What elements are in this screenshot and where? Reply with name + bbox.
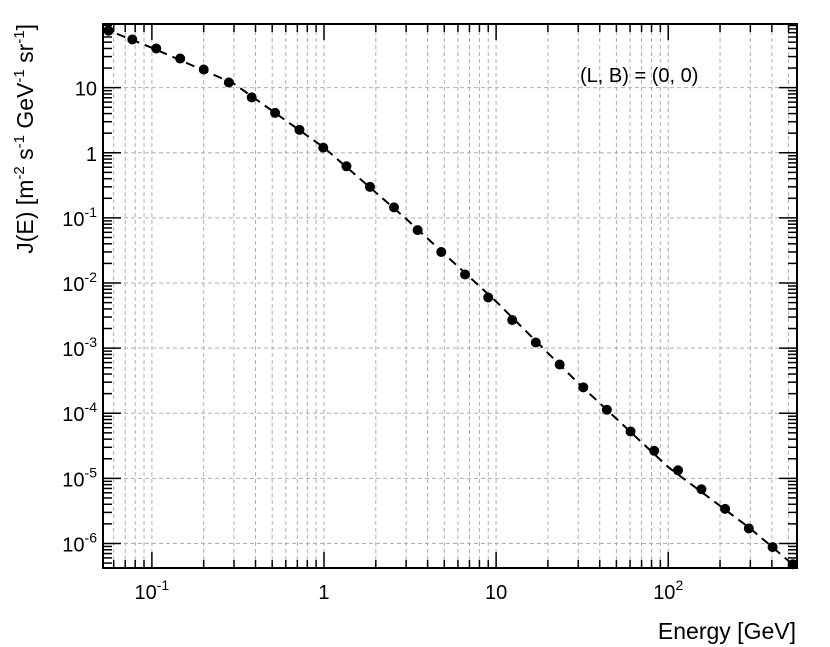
data-point (578, 382, 589, 393)
y-tick-label: 10-3 (62, 334, 97, 361)
data-point (460, 269, 471, 280)
y-tick-label: 10-2 (62, 269, 97, 296)
region-annotation: (L, B) = (0, 0) (580, 65, 698, 87)
x-tick-label: 102 (653, 577, 683, 604)
data-point (223, 77, 234, 88)
y-tick-label: 10-5 (62, 464, 97, 491)
data-point (601, 404, 612, 415)
data-point (530, 337, 541, 348)
x-tick-labels: 10-1 1 10 102 (135, 577, 684, 604)
data-point (649, 445, 660, 456)
data-point (787, 559, 798, 570)
minor-ticks (103, 24, 797, 568)
x-axis-title: Energy [GeV] (658, 618, 796, 644)
data-point (625, 426, 636, 437)
data-point (294, 124, 305, 135)
data-point (507, 315, 518, 326)
y-tick-label: 10 (75, 79, 97, 101)
data-point (246, 92, 257, 103)
y-tick-label: 1 (86, 144, 97, 166)
data-point (198, 64, 209, 75)
data-point (151, 43, 162, 54)
data-point (364, 181, 375, 192)
data-point (412, 225, 423, 236)
y-tick-label: 10-4 (62, 399, 97, 426)
plot-frame (102, 23, 798, 569)
fit-line (102, 27, 798, 569)
x-tick-label: 10-1 (135, 577, 170, 604)
data-point (483, 292, 494, 303)
major-ticks (103, 24, 797, 568)
data-point (175, 53, 186, 64)
x-tick-label: 1 (318, 582, 329, 604)
x-tick-label: 10 (485, 582, 507, 604)
data-point (696, 484, 707, 495)
data-points (103, 25, 798, 570)
data-point (743, 523, 754, 534)
data-point (388, 202, 399, 213)
data-point (436, 246, 447, 257)
data-point (673, 465, 684, 476)
data-point (127, 34, 138, 45)
y-axis-title: J(E) [m-2 s-1 GeV-1 sr-1] (11, 24, 38, 254)
y-tick-label: 10-1 (62, 204, 97, 231)
data-point (720, 503, 731, 514)
data-point (103, 25, 114, 36)
data-point (341, 161, 352, 172)
y-tick-labels: 10-6 10-5 10-4 10-3 10-2 10-1 1 10 (62, 79, 97, 557)
data-point (270, 107, 281, 118)
y-tick-label: 10-6 (62, 529, 97, 556)
data-point (767, 542, 778, 553)
data-point (318, 142, 329, 153)
grid-lines (103, 24, 797, 568)
data-point (554, 359, 565, 370)
